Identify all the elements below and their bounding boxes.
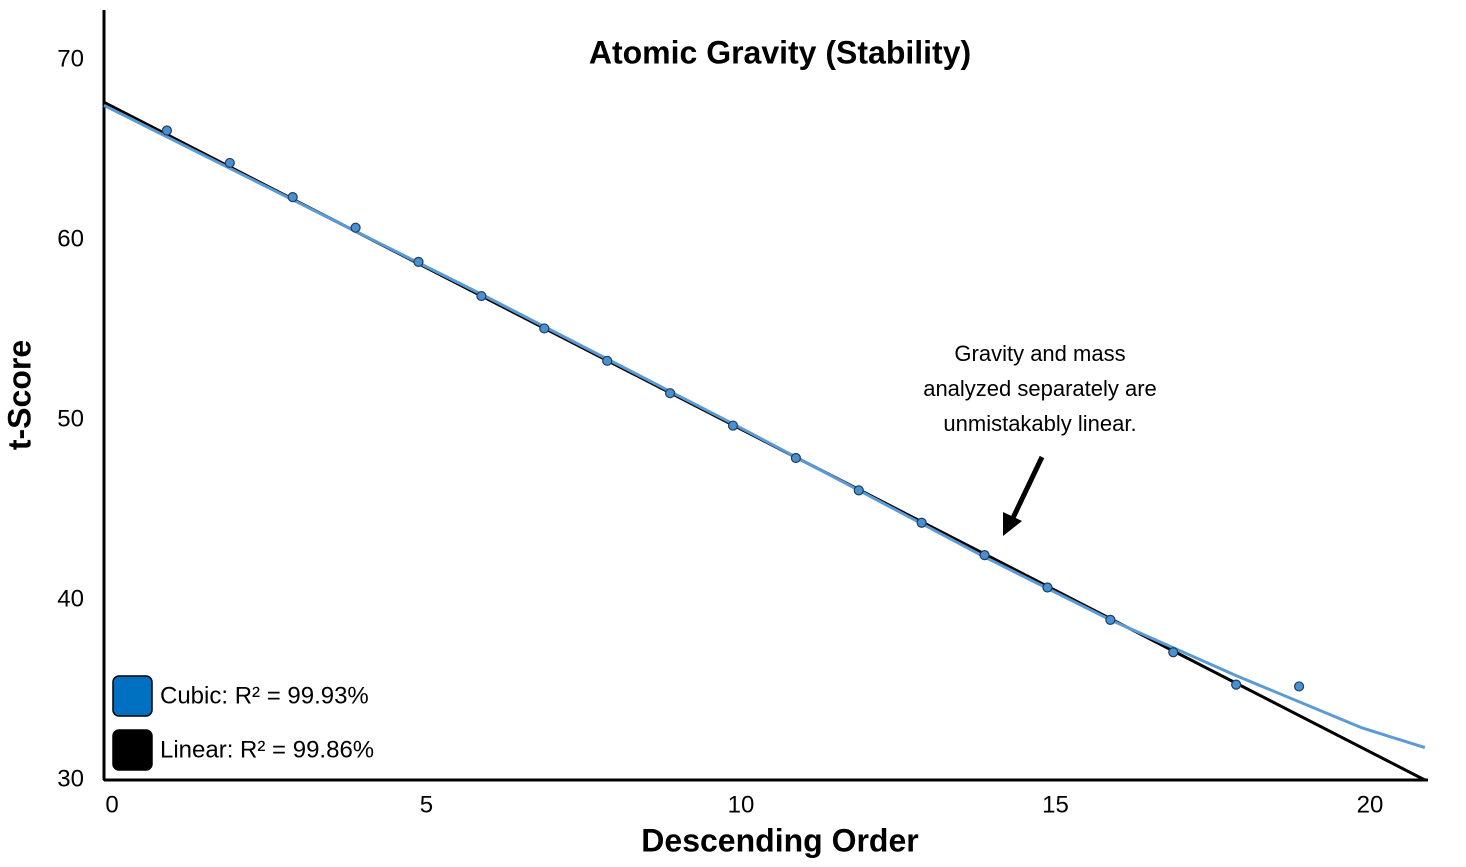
fit-line [103,104,1426,750]
legend-swatch [112,729,153,771]
point [1042,582,1053,593]
y-tick-label: 70 [57,46,84,73]
point [287,192,298,203]
point [1168,647,1179,658]
point [413,256,424,267]
annotation-line: analyzed separately are [923,376,1157,401]
x-tick-label: 15 [1042,791,1069,818]
x-tick-label: 20 [1357,791,1384,818]
x-tick-label: 0 [105,791,118,818]
x-tick-label: 5 [420,791,433,818]
point [790,452,801,464]
y-tick-label: 40 [57,585,84,612]
point [727,420,739,431]
legend-swatch [112,675,153,717]
y-tick-label: 60 [57,226,84,253]
chart-title: Atomic Gravity (Stability) [589,34,971,70]
y-tick-label: 30 [57,765,84,792]
point [161,125,172,136]
point [602,355,613,366]
point [664,388,676,399]
point [1231,679,1242,690]
x-axis-label: Descending Order [641,822,918,858]
point [1105,614,1116,625]
point [979,550,990,561]
annotation-line: Gravity and mass [954,341,1125,366]
point [350,222,361,233]
annotation-arrowhead [1003,512,1022,536]
y-axis-label: t-Score [1,340,37,450]
legend-label: Linear: R² = 99.86% [160,736,374,763]
point [853,485,864,496]
x-tick-label: 10 [728,791,755,818]
annotation-arrow [1009,455,1045,522]
legend-label: Cubic: R² = 99.93% [160,682,369,709]
annotation-line: unmistakably linear. [943,411,1136,436]
point [1293,681,1305,692]
point [224,157,235,169]
point [476,290,487,302]
point [916,517,927,528]
point [539,323,550,334]
y-tick-label: 50 [57,406,84,433]
